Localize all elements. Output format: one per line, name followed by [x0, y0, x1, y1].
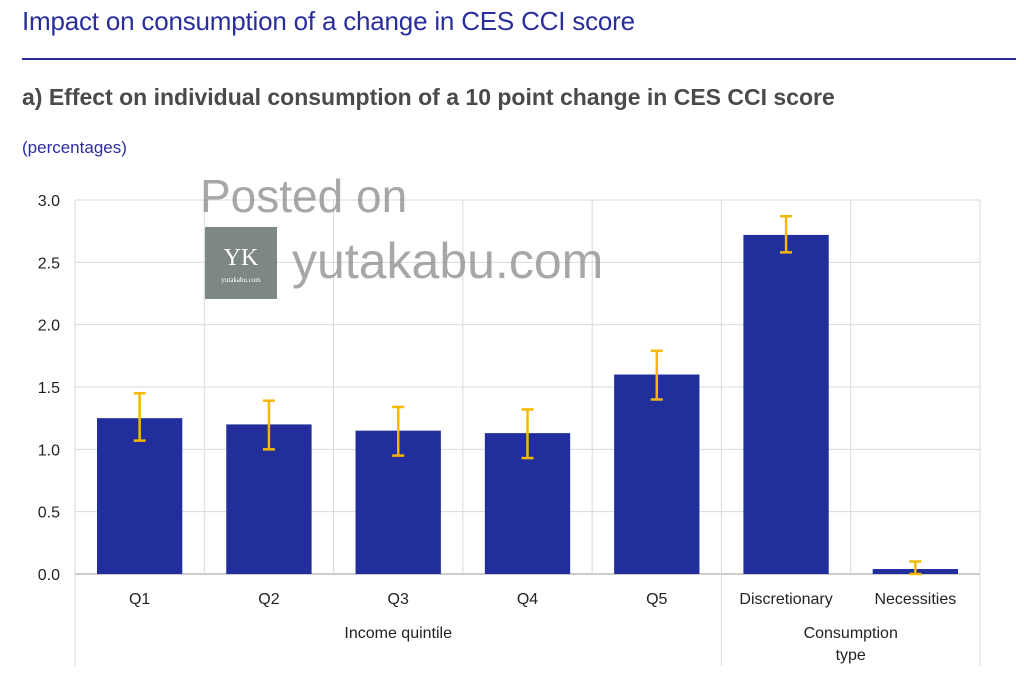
x-tick-label: Q5: [646, 591, 667, 608]
x-tick-label: Necessities: [874, 591, 956, 608]
y-tick-label: 3.0: [38, 193, 60, 210]
y-tick-label: 0.5: [38, 505, 60, 522]
y-tick-label: 1.5: [38, 380, 60, 397]
x-tick-label: Q2: [258, 591, 279, 608]
bar-discretionary: [743, 234, 829, 574]
bar-q5: [614, 374, 700, 574]
title-divider: [22, 58, 1016, 60]
watermark-line1: Posted on: [200, 170, 407, 222]
group-label: Consumption type: [804, 625, 898, 664]
bar-q1: [96, 418, 183, 574]
x-tick-label: Q3: [388, 591, 409, 608]
logo-caption: yutakabu.com: [221, 276, 261, 284]
logo-mark: YK: [224, 245, 259, 271]
y-tick-label: 0.0: [38, 567, 60, 584]
chart-title: Impact on consumption of a change in CES…: [22, 6, 635, 36]
y-tick-label: 2.0: [38, 318, 60, 335]
y-tick-label: 1.0: [38, 442, 60, 459]
units-label: (percentages): [22, 138, 127, 157]
bars-layer: [96, 214, 959, 576]
y-tick-label: 2.5: [38, 255, 60, 272]
labels-layer: 0.0 0.5 1.0 1.5 2.0 2.5 3.0 Q1 Q2 Q3 Q4 Q5 Discretio…: [38, 193, 957, 664]
group-label: Income quintile: [344, 625, 452, 642]
watermark: Posted on YK yutakabu.com yutakabu.com: [200, 170, 603, 299]
x-tick-label: Q1: [129, 591, 150, 608]
chart-subtitle: a) Effect on individual consumption of a…: [22, 84, 835, 110]
grid-layer: [74, 199, 981, 666]
x-tick-label: Discretionary: [739, 591, 832, 608]
watermark-line2: yutakabu.com: [292, 233, 603, 289]
logo-box: [205, 227, 277, 299]
x-tick-label: Q4: [517, 591, 538, 608]
